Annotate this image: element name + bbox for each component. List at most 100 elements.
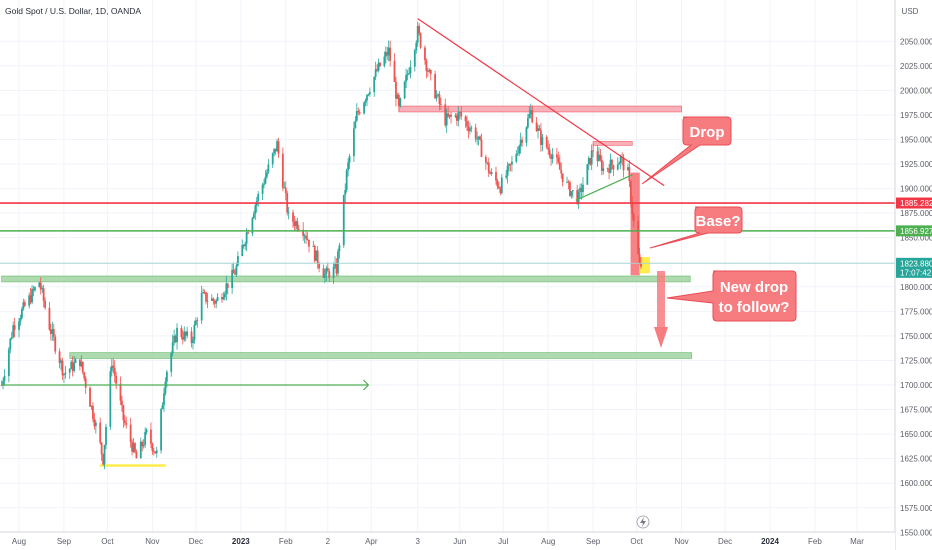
candle — [612, 164, 615, 176]
candle — [455, 113, 458, 126]
candle-body — [587, 158, 590, 165]
projection-arrow-shaft — [657, 271, 665, 328]
candle-body — [434, 74, 437, 99]
x-tick-label: 3 — [415, 537, 420, 546]
candle-body — [529, 110, 532, 114]
candle-body — [92, 405, 94, 419]
candle — [161, 402, 164, 410]
candle — [325, 265, 328, 282]
candle-body — [560, 169, 563, 174]
candle — [267, 159, 270, 174]
candle-body — [322, 268, 325, 278]
y-tick-label: 1800.000 — [900, 283, 932, 292]
candle — [487, 157, 490, 178]
candle-body — [429, 69, 432, 75]
trendline-layer — [1, 18, 665, 391]
candle-body — [305, 235, 307, 239]
x-tick-label: Nov — [145, 537, 159, 546]
candle-body — [264, 176, 267, 184]
candle — [287, 207, 290, 220]
candle-body — [487, 162, 490, 173]
candle-body — [589, 158, 592, 165]
candle — [225, 275, 228, 301]
candle — [194, 317, 197, 326]
x-tick-label: 2 — [326, 537, 331, 546]
candle-body — [110, 365, 113, 372]
candle — [60, 358, 62, 371]
candle-body — [582, 184, 584, 192]
candle — [489, 170, 492, 175]
candle — [589, 157, 592, 166]
candle-body — [484, 156, 487, 163]
candle — [18, 317, 20, 338]
candle-body — [366, 95, 368, 101]
candle — [518, 144, 521, 157]
candle-body — [328, 271, 331, 278]
candle-body — [63, 374, 65, 376]
candle-body — [326, 268, 329, 272]
candle — [244, 241, 247, 250]
candle — [152, 447, 155, 456]
candle — [545, 135, 548, 150]
candle — [155, 446, 158, 458]
candle-body — [306, 238, 309, 240]
candle-body — [161, 405, 164, 409]
candle — [438, 91, 441, 111]
candle-body — [42, 288, 45, 301]
candle-body — [296, 221, 299, 229]
candle-body — [134, 443, 136, 452]
candle — [457, 106, 460, 127]
candle — [251, 216, 254, 237]
candle — [3, 369, 6, 386]
candle-body — [216, 297, 219, 301]
candle-body — [631, 203, 634, 214]
candle — [383, 51, 386, 68]
candle-body — [80, 361, 83, 367]
candle — [540, 123, 542, 152]
candle — [222, 292, 225, 301]
candle — [525, 126, 528, 147]
candle-body — [234, 273, 236, 275]
candle — [7, 347, 10, 383]
candle — [366, 94, 368, 106]
candle — [535, 116, 538, 132]
y-tick-label: 1600.000 — [900, 479, 932, 488]
candle-body — [470, 127, 473, 129]
candle-body — [580, 187, 583, 192]
candle — [377, 58, 380, 73]
candle-body — [252, 213, 255, 219]
y-tick-label: 1575.000 — [900, 504, 932, 513]
candle-body — [376, 69, 379, 71]
candle — [49, 323, 52, 341]
candle — [567, 179, 570, 190]
candle-body — [324, 274, 326, 278]
candle-body — [60, 360, 62, 363]
candle-body — [135, 451, 138, 459]
candle — [580, 183, 583, 200]
candle-body — [131, 441, 133, 452]
candle-body — [622, 157, 625, 171]
candle-body — [540, 130, 542, 145]
candle — [263, 178, 265, 189]
x-tick-label: 2024 — [761, 537, 779, 546]
candle — [70, 359, 73, 370]
candle-body — [125, 422, 128, 425]
candle — [164, 377, 167, 396]
candle — [34, 286, 36, 293]
base-zone — [639, 256, 651, 274]
candle-body — [450, 114, 452, 117]
candle-body — [295, 221, 297, 227]
candle — [477, 136, 480, 146]
candle-body — [342, 194, 345, 246]
candle — [415, 40, 418, 54]
candle — [261, 182, 264, 201]
candle-body — [576, 190, 579, 204]
last-price-line-tag — [896, 257, 932, 278]
candle-body — [405, 75, 408, 82]
candle-series — [0, 21, 642, 470]
candle — [531, 105, 534, 124]
candle-body — [196, 320, 199, 322]
candle — [205, 291, 207, 305]
candle-body — [348, 156, 351, 163]
